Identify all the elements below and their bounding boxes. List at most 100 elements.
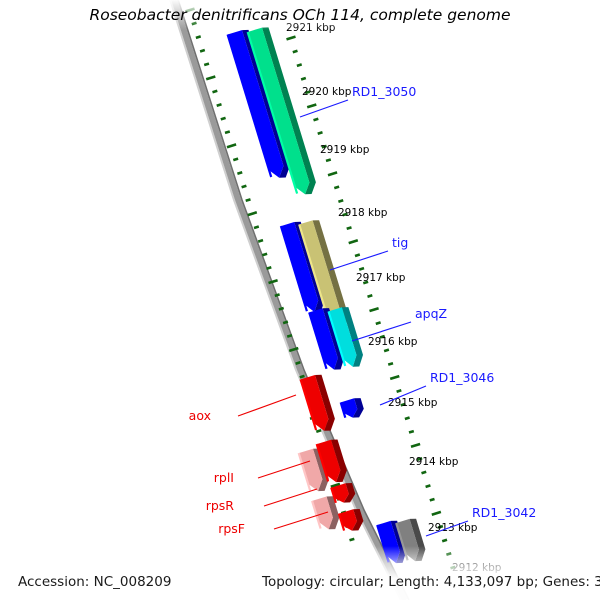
ruler-tick-inner	[299, 374, 305, 379]
ruler-tick-label: 2919 kbp	[320, 144, 370, 156]
ruler-tick-outer	[416, 456, 423, 461]
gene-feature-arrow[interactable]	[311, 496, 340, 530]
ruler-tick-outer	[313, 117, 319, 122]
ruler-tick-outer	[408, 429, 415, 434]
ruler-tick-outer	[338, 198, 344, 203]
ruler-tick-inner	[199, 48, 206, 53]
backbone-core	[171, 0, 408, 600]
ruler-tick-inner	[295, 361, 301, 366]
feature-shadow-face	[312, 220, 349, 328]
gene-label-RD1_3042[interactable]: RD1_3042	[472, 505, 536, 520]
feature-body[interactable]	[331, 483, 349, 503]
ruler-tick-outer-major	[348, 239, 359, 245]
feature-body[interactable]	[227, 30, 284, 178]
feature-body[interactable]	[298, 448, 323, 492]
ruler-tick-outer	[429, 497, 435, 502]
feature-shadow-face	[262, 27, 316, 195]
ruler-tick-outer	[346, 226, 352, 231]
ruler-tick-outer	[325, 158, 332, 163]
ruler-tick-label: 2917 kbp	[356, 272, 406, 284]
ruler-tick-inner	[220, 116, 226, 121]
gene-label-rpsR[interactable]: rpsR	[206, 498, 235, 513]
gene-feature-arrow[interactable]	[246, 27, 316, 195]
gene-label-rpsF[interactable]: rpsF	[218, 521, 245, 536]
feature-arrows-layer[interactable]	[226, 27, 426, 564]
ruler-tick-inner	[257, 238, 264, 243]
gene-feature-arrow[interactable]	[299, 374, 335, 431]
ruler-tick-inner	[195, 35, 202, 40]
gene-feature-arrow[interactable]	[226, 29, 290, 178]
feature-shadow-face	[331, 439, 347, 483]
feature-body[interactable]	[312, 496, 333, 530]
ruler-tick-outer	[446, 552, 452, 557]
ruler-tick-outer-major	[431, 510, 442, 516]
feature-body[interactable]	[280, 222, 319, 312]
gene-label-aox[interactable]: aox	[189, 408, 211, 423]
ruler-tick-inner-major	[247, 211, 258, 217]
feature-shadow-face	[315, 374, 335, 431]
gene-label-RD1_3046[interactable]: RD1_3046	[430, 370, 494, 385]
gene-label-leader-line	[299, 99, 349, 118]
ruler-tick-outer	[379, 334, 386, 339]
ruler-tick-inner	[315, 428, 322, 433]
gene-feature-arrow[interactable]	[315, 439, 347, 483]
gene-feature-arrow[interactable]	[279, 221, 325, 312]
gene-label-tig[interactable]: tig	[392, 235, 408, 250]
ruler-tick-inner	[266, 266, 272, 270]
ruler-tick-outer-major	[389, 374, 400, 381]
feature-highlight-edge	[330, 487, 337, 504]
ruler-tick-inner	[191, 21, 197, 26]
ruler-tick-outer	[404, 416, 410, 421]
gene-feature-arrow[interactable]	[339, 398, 364, 419]
ruler-tick-outer	[317, 131, 323, 136]
feature-highlight-edge	[279, 225, 308, 312]
gene-feature-arrow[interactable]	[297, 448, 329, 492]
ruler-tick-inner	[253, 225, 260, 230]
feature-highlight-edge	[327, 311, 347, 367]
feature-shadow-face	[313, 448, 329, 492]
gene-feature-arrow[interactable]	[330, 483, 356, 504]
feature-body[interactable]	[316, 439, 341, 483]
ruler-tick-outer	[396, 389, 402, 394]
gene-label-apqZ[interactable]: apqZ	[415, 306, 447, 321]
ruler-tick-outer	[362, 280, 369, 285]
ruler-tick-inner	[278, 306, 285, 311]
ruler-tick-inner-major	[185, 7, 195, 13]
feature-body[interactable]	[299, 220, 342, 328]
ruler-tick-outer-major	[410, 442, 421, 449]
feature-highlight-edge	[308, 312, 328, 370]
gene-feature-arrow[interactable]	[337, 509, 364, 531]
gene-label-RD1_3050[interactable]: RD1_3050	[352, 84, 416, 99]
ruler-tick-outer	[375, 321, 381, 326]
gene-label-leader-line	[237, 394, 297, 417]
gene-feature-arrow[interactable]	[308, 308, 345, 370]
feature-highlight-edge	[246, 31, 299, 194]
backbone-shadow	[177, 0, 410, 600]
gene-label-leader-line	[263, 488, 318, 507]
feature-shadow-face	[341, 307, 363, 367]
ruler-tick-label: 2915 kbp	[388, 397, 438, 409]
feature-shadow-face	[352, 398, 364, 418]
feature-body[interactable]	[247, 27, 310, 195]
feature-highlight-edge	[299, 379, 318, 431]
gene-label-rplI[interactable]: rplI	[214, 470, 234, 485]
ruler-tick-outer	[358, 266, 365, 271]
feature-body[interactable]	[328, 307, 357, 367]
gene-label-leader-line	[379, 385, 427, 406]
ruler-tick-inner	[203, 62, 210, 67]
ruler-tick-inner	[237, 170, 243, 175]
feature-body[interactable]	[300, 375, 329, 431]
ruler-tick-inner	[286, 333, 293, 338]
feature-body[interactable]	[309, 308, 338, 370]
gene-feature-arrow[interactable]	[327, 307, 364, 367]
ruler-tick-outer	[304, 90, 311, 95]
ruler-tick-inner	[245, 198, 251, 203]
ruler-tick-inner	[216, 103, 222, 108]
ruler-ticks-right	[286, 35, 456, 570]
ruler-tick-outer-major	[369, 306, 379, 313]
ruler-tick-label: 2912 kbp	[452, 562, 502, 574]
ruler-tick-outer	[333, 185, 340, 190]
